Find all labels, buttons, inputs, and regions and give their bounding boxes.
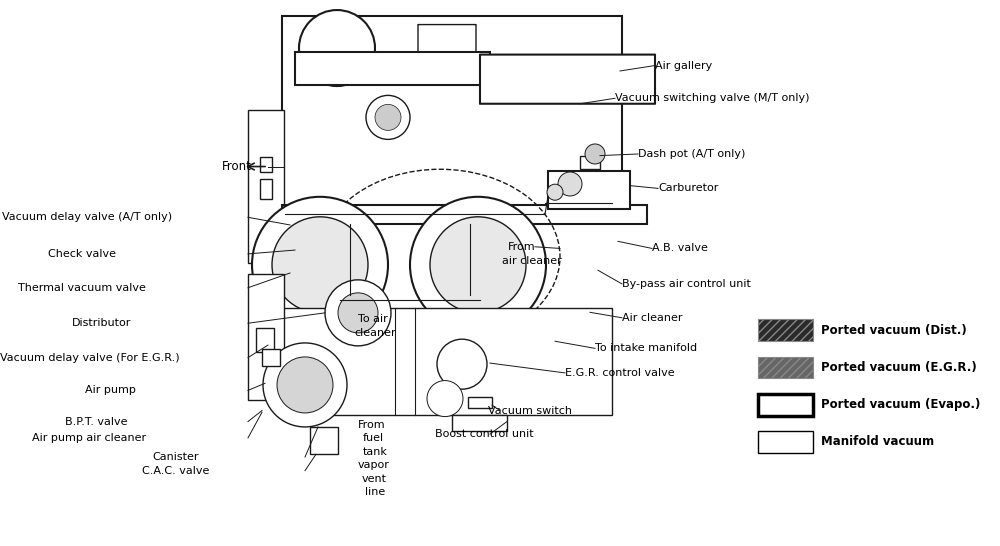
Text: E.G.R. control valve: E.G.R. control valve <box>565 368 675 378</box>
Bar <box>758 357 813 378</box>
Circle shape <box>547 184 563 200</box>
FancyBboxPatch shape <box>248 274 284 400</box>
Circle shape <box>430 217 526 313</box>
Bar <box>758 319 813 341</box>
Circle shape <box>338 293 378 333</box>
Circle shape <box>427 381 463 417</box>
Text: Vacuum delay valve (For E.G.R.): Vacuum delay valve (For E.G.R.) <box>0 353 180 363</box>
Text: cleaner: cleaner <box>354 328 396 338</box>
FancyBboxPatch shape <box>260 157 272 172</box>
FancyBboxPatch shape <box>452 415 507 431</box>
Bar <box>758 431 813 453</box>
FancyBboxPatch shape <box>282 205 647 224</box>
Text: vapor: vapor <box>358 460 390 470</box>
Circle shape <box>366 96 410 139</box>
Text: tank: tank <box>363 447 388 456</box>
Text: Dash pot (A/T only): Dash pot (A/T only) <box>638 149 745 159</box>
FancyBboxPatch shape <box>248 110 284 263</box>
Text: Carburetor: Carburetor <box>658 183 718 193</box>
Text: From: From <box>358 420 386 430</box>
FancyBboxPatch shape <box>282 16 622 210</box>
FancyBboxPatch shape <box>580 156 600 169</box>
Text: Ported vacuum (E.G.R.): Ported vacuum (E.G.R.) <box>821 361 977 374</box>
FancyBboxPatch shape <box>468 397 492 408</box>
Bar <box>758 394 813 416</box>
Circle shape <box>272 217 368 313</box>
Text: Manifold vacuum: Manifold vacuum <box>821 435 934 448</box>
Text: Air pump air cleaner: Air pump air cleaner <box>32 433 146 443</box>
Text: Check valve: Check valve <box>48 249 116 259</box>
Text: C.A.C. valve: C.A.C. valve <box>142 466 209 476</box>
FancyBboxPatch shape <box>480 55 655 104</box>
Text: From: From <box>508 242 536 252</box>
FancyBboxPatch shape <box>262 349 280 366</box>
Text: Vacuum switching valve (M/T only): Vacuum switching valve (M/T only) <box>615 93 810 103</box>
Text: Thermal vacuum valve: Thermal vacuum valve <box>18 283 146 293</box>
Text: line: line <box>365 488 385 497</box>
Text: Vacuum switch: Vacuum switch <box>488 406 572 416</box>
Circle shape <box>263 343 347 427</box>
Circle shape <box>410 197 546 333</box>
FancyBboxPatch shape <box>282 308 612 415</box>
Circle shape <box>252 197 388 333</box>
Text: Boost control unit: Boost control unit <box>435 429 534 439</box>
Circle shape <box>585 144 605 164</box>
Text: Canister: Canister <box>152 452 198 462</box>
FancyBboxPatch shape <box>310 427 338 454</box>
FancyBboxPatch shape <box>418 25 476 76</box>
Text: Distributor: Distributor <box>72 318 131 328</box>
Text: vent: vent <box>362 474 387 484</box>
Text: By-pass air control unit: By-pass air control unit <box>622 279 751 289</box>
Text: Vacuum delay valve (A/T only): Vacuum delay valve (A/T only) <box>2 212 172 222</box>
Text: Front: Front <box>222 160 252 173</box>
Text: Air pump: Air pump <box>85 385 136 395</box>
Circle shape <box>325 280 391 346</box>
Text: To intake manifold: To intake manifold <box>595 343 697 353</box>
Text: Ported vacuum (Evapo.): Ported vacuum (Evapo.) <box>821 398 980 411</box>
Circle shape <box>558 172 582 196</box>
FancyBboxPatch shape <box>260 179 272 199</box>
Text: To air: To air <box>358 314 388 324</box>
Text: B.P.T. valve: B.P.T. valve <box>65 417 128 426</box>
Text: A.B. valve: A.B. valve <box>652 244 708 253</box>
Text: fuel: fuel <box>363 434 384 443</box>
Text: air cleaner: air cleaner <box>502 256 562 266</box>
Text: Air cleaner: Air cleaner <box>622 313 682 323</box>
FancyBboxPatch shape <box>295 52 490 85</box>
Text: Ported vacuum (Dist.): Ported vacuum (Dist.) <box>821 324 967 337</box>
Circle shape <box>299 10 375 86</box>
Circle shape <box>375 104 401 130</box>
FancyBboxPatch shape <box>548 171 630 209</box>
Circle shape <box>277 357 333 413</box>
Circle shape <box>437 339 487 389</box>
Text: Air gallery: Air gallery <box>655 61 712 70</box>
FancyBboxPatch shape <box>256 328 274 352</box>
